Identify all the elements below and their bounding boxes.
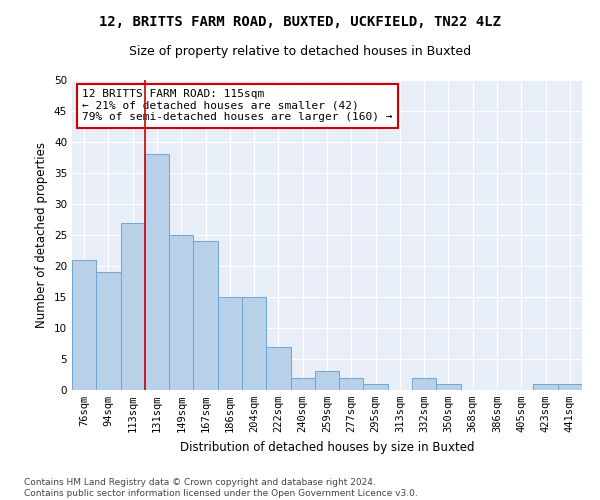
Bar	[145, 154, 169, 390]
Bar	[315, 372, 339, 390]
Bar	[364, 384, 388, 390]
Bar	[96, 272, 121, 390]
Bar	[266, 346, 290, 390]
Bar	[72, 260, 96, 390]
Text: 12, BRITTS FARM ROAD, BUXTED, UCKFIELD, TN22 4LZ: 12, BRITTS FARM ROAD, BUXTED, UCKFIELD, …	[99, 15, 501, 29]
Bar	[533, 384, 558, 390]
Bar	[412, 378, 436, 390]
Text: Size of property relative to detached houses in Buxted: Size of property relative to detached ho…	[129, 45, 471, 58]
Text: Contains HM Land Registry data © Crown copyright and database right 2024.
Contai: Contains HM Land Registry data © Crown c…	[24, 478, 418, 498]
Bar	[121, 222, 145, 390]
Bar	[290, 378, 315, 390]
Bar	[218, 297, 242, 390]
Bar	[242, 297, 266, 390]
Bar	[436, 384, 461, 390]
Text: 12 BRITTS FARM ROAD: 115sqm
← 21% of detached houses are smaller (42)
79% of sem: 12 BRITTS FARM ROAD: 115sqm ← 21% of det…	[82, 90, 392, 122]
Bar	[193, 241, 218, 390]
X-axis label: Distribution of detached houses by size in Buxted: Distribution of detached houses by size …	[180, 440, 474, 454]
Bar	[558, 384, 582, 390]
Bar	[169, 235, 193, 390]
Y-axis label: Number of detached properties: Number of detached properties	[35, 142, 49, 328]
Bar	[339, 378, 364, 390]
